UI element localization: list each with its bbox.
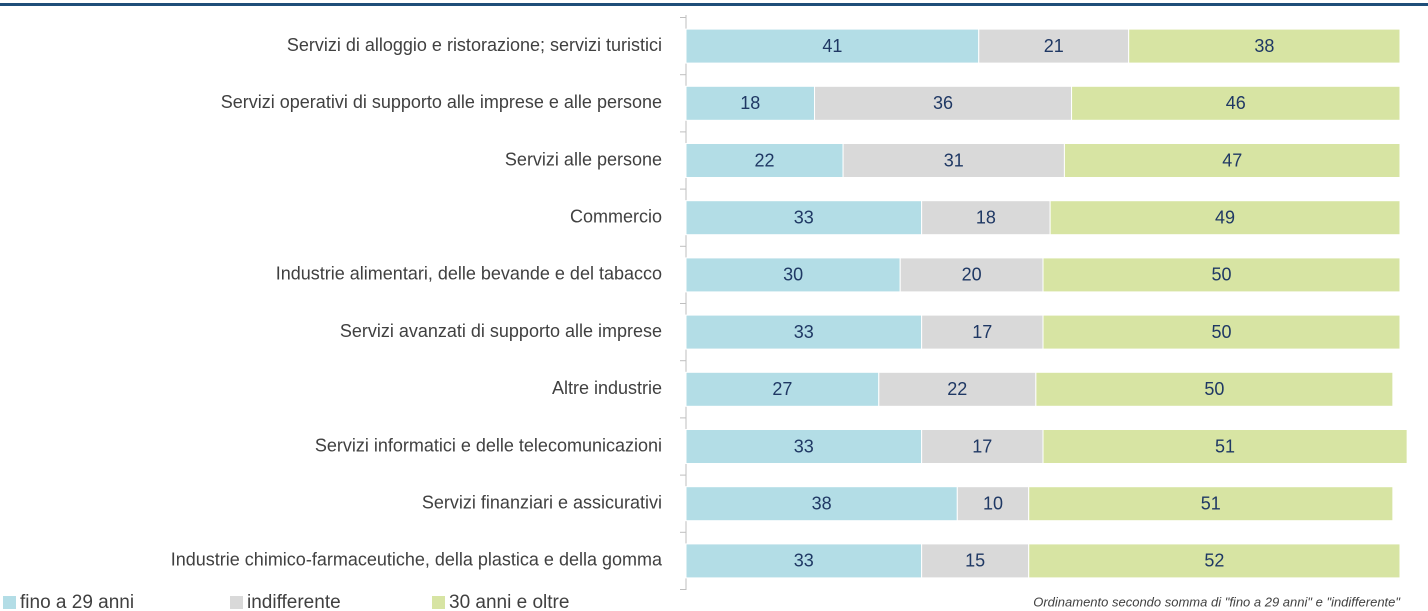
value-label: 41 (822, 36, 842, 56)
bar-segment (956, 486, 1030, 522)
value-label: 33 (794, 436, 814, 456)
bar-segment (1042, 257, 1401, 293)
bar-segment (1049, 200, 1401, 236)
value-label: 38 (812, 493, 832, 513)
value-label: 18 (976, 207, 996, 227)
category-label: Servizi finanziari e assicurativi (422, 492, 662, 512)
value-label: 17 (972, 436, 992, 456)
bar-segment (685, 429, 923, 464)
bar-segment (878, 371, 1037, 407)
value-label: 52 (1204, 551, 1224, 571)
bar-segment (1071, 85, 1401, 121)
bar-segment (1128, 28, 1401, 64)
value-label: 18 (740, 93, 760, 113)
bar-segment (1063, 143, 1401, 178)
bar-segment (921, 200, 1051, 236)
value-label: 36 (933, 93, 953, 113)
value-label: 22 (947, 379, 967, 399)
category-label: Servizi avanzati di supporto alle impres… (340, 321, 662, 341)
category-label: Industrie chimico-farmaceutiche, della p… (171, 550, 663, 570)
value-label: 20 (962, 265, 982, 285)
value-label: 50 (1211, 322, 1231, 342)
category-label: Servizi informatici e delle telecomunica… (315, 435, 662, 455)
value-label: 50 (1211, 265, 1231, 285)
bar-segment (1028, 486, 1394, 522)
value-label: 30 (783, 265, 803, 285)
bar-segment (685, 257, 901, 293)
legend-swatch (230, 596, 243, 609)
category-label: Servizi operativi di supporto alle impre… (221, 92, 662, 112)
category-label: Altre industrie (552, 378, 662, 398)
value-label: 46 (1226, 93, 1246, 113)
category-label: Servizi alle persone (505, 149, 662, 169)
legend-swatch (432, 596, 445, 609)
value-label: 33 (794, 207, 814, 227)
legend-label: 30 anni e oltre (449, 592, 569, 611)
bar-segment (685, 28, 980, 64)
bar-segment (921, 314, 1044, 350)
value-label: 51 (1201, 493, 1221, 513)
bar-segment (685, 85, 816, 121)
bar-segment (814, 85, 1073, 121)
value-label: 21 (1044, 36, 1064, 56)
bar-segment (685, 200, 923, 236)
note: Ordinamento secondo somma di "fino a 29 … (1033, 594, 1401, 609)
bar-segment (1028, 543, 1401, 579)
bar-segment (978, 28, 1130, 64)
bar-segment (1042, 314, 1401, 350)
value-label: 31 (944, 150, 964, 170)
value-label: 22 (755, 150, 775, 170)
bar-segment (921, 543, 1030, 579)
category-label: Servizi di alloggio e ristorazione; serv… (287, 35, 662, 55)
category-label: Industrie alimentari, delle bevande e de… (276, 264, 662, 284)
value-label: 10 (983, 493, 1003, 513)
value-label: 38 (1254, 36, 1274, 56)
bar-segment (1035, 371, 1394, 407)
value-label: 51 (1215, 436, 1235, 456)
value-label: 33 (794, 551, 814, 571)
bar-segment (685, 314, 923, 350)
bar-segment (1042, 429, 1408, 464)
legend-swatch (3, 596, 16, 609)
value-label: 33 (794, 322, 814, 342)
value-label: 50 (1204, 379, 1224, 399)
bar-segment (899, 257, 1044, 293)
value-label: 27 (772, 379, 792, 399)
value-label: 49 (1215, 207, 1235, 227)
value-label: 15 (965, 551, 985, 571)
value-label: 17 (972, 322, 992, 342)
value-label: 47 (1222, 150, 1242, 170)
bar-segment (685, 143, 844, 178)
category-label: Commercio (570, 206, 662, 226)
top-rule (0, 3, 1428, 6)
legend-label: indifferente (247, 592, 341, 611)
legend-label: fino a 29 anni (20, 592, 134, 611)
